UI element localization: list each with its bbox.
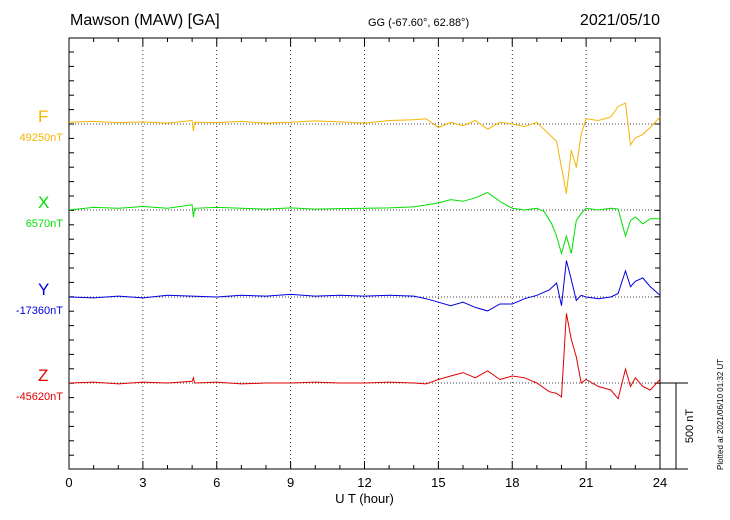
x-tick-label: 9 [287,475,294,490]
x-axis-label: U T (hour) [335,491,394,506]
x-tick-label: 18 [505,475,519,490]
component-label-f: F [38,107,49,126]
series-line-x [68,192,660,256]
baseline-value-y: -17360nT [15,305,63,317]
geographic-coordinates: GG (-67.60°, 62.88°) [368,17,470,29]
station-title: Mawson (MAW) [GA] [70,12,220,29]
date-title: 2021/05/10 [579,12,660,29]
scale-bar-label: 500 nT [684,409,696,444]
series-line-z [68,313,661,400]
x-tick-label: 24 [653,475,667,490]
series-line-f [68,102,661,194]
component-label-z: Z [38,366,49,385]
x-tick-label: 12 [357,475,371,490]
baseline-value-f: 49250nT [19,132,63,144]
x-tick-label: 15 [431,475,445,490]
baseline-value-x: 6570nT [25,218,63,230]
baseline-value-z: -45620nT [15,391,63,403]
x-tick-label: 6 [213,475,220,490]
component-label-y: Y [38,280,50,299]
x-tick-label: 3 [139,475,146,490]
x-tick-label: 21 [579,475,593,490]
x-tick-label: 0 [65,475,72,490]
series-line-y [68,260,661,312]
component-label-x: X [38,193,50,212]
